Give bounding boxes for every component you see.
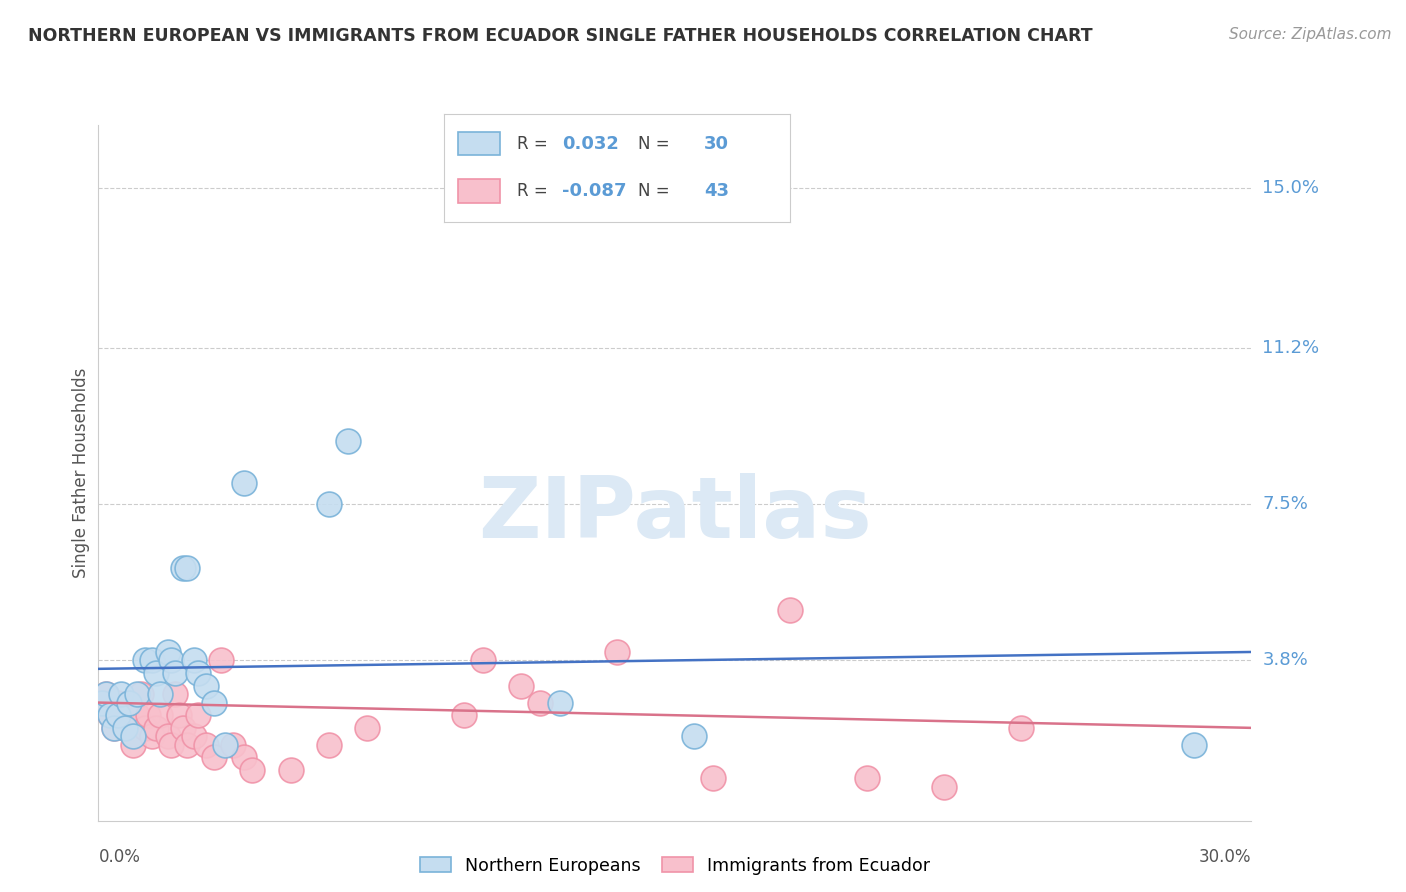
- Text: 3.8%: 3.8%: [1263, 651, 1308, 669]
- Point: [702, 772, 724, 786]
- Point: [160, 653, 183, 667]
- Point: [91, 696, 114, 710]
- Point: [683, 729, 706, 743]
- Point: [94, 687, 117, 701]
- Point: [183, 729, 205, 743]
- Point: [167, 708, 190, 723]
- Point: [145, 721, 167, 735]
- Point: [107, 696, 129, 710]
- Point: [233, 750, 256, 764]
- Point: [233, 476, 256, 491]
- Text: 15.0%: 15.0%: [1263, 179, 1319, 197]
- Point: [209, 653, 232, 667]
- Point: [134, 721, 156, 735]
- Point: [356, 721, 378, 735]
- Point: [103, 721, 125, 735]
- Point: [187, 708, 209, 723]
- Point: [187, 666, 209, 681]
- Point: [202, 696, 225, 710]
- Point: [122, 729, 145, 743]
- Point: [141, 653, 163, 667]
- Point: [107, 708, 129, 723]
- Text: NORTHERN EUROPEAN VS IMMIGRANTS FROM ECUADOR SINGLE FATHER HOUSEHOLDS CORRELATIO: NORTHERN EUROPEAN VS IMMIGRANTS FROM ECU…: [28, 27, 1092, 45]
- Point: [118, 696, 141, 710]
- Text: 0.0%: 0.0%: [98, 848, 141, 866]
- Point: [280, 763, 302, 777]
- Point: [172, 721, 194, 735]
- Text: 7.5%: 7.5%: [1263, 495, 1309, 514]
- Point: [141, 729, 163, 743]
- Point: [214, 738, 236, 752]
- Point: [202, 750, 225, 764]
- Point: [172, 560, 194, 574]
- Point: [110, 708, 132, 723]
- Point: [94, 687, 117, 701]
- Point: [160, 738, 183, 752]
- Point: [453, 708, 475, 723]
- Point: [529, 696, 551, 710]
- Point: [856, 772, 879, 786]
- Point: [156, 645, 179, 659]
- Point: [138, 708, 160, 723]
- Point: [129, 687, 152, 701]
- Point: [510, 679, 533, 693]
- Point: [222, 738, 245, 752]
- Point: [240, 763, 263, 777]
- Text: 11.2%: 11.2%: [1263, 339, 1320, 358]
- Point: [176, 738, 198, 752]
- Point: [149, 687, 172, 701]
- Point: [98, 708, 121, 723]
- Point: [606, 645, 628, 659]
- Point: [118, 696, 141, 710]
- Point: [548, 696, 571, 710]
- Point: [337, 434, 360, 449]
- Point: [779, 603, 801, 617]
- Point: [471, 653, 494, 667]
- Point: [110, 687, 132, 701]
- Point: [156, 729, 179, 743]
- Point: [91, 696, 114, 710]
- Y-axis label: Single Father Households: Single Father Households: [72, 368, 90, 578]
- Point: [1010, 721, 1032, 735]
- Point: [125, 687, 148, 701]
- Point: [145, 666, 167, 681]
- Point: [318, 497, 340, 511]
- Point: [195, 679, 218, 693]
- Point: [165, 687, 187, 701]
- Point: [165, 666, 187, 681]
- Point: [98, 708, 121, 723]
- Point: [149, 708, 172, 723]
- Point: [932, 780, 955, 794]
- Text: 30.0%: 30.0%: [1199, 848, 1251, 866]
- Legend: Northern Europeans, Immigrants from Ecuador: Northern Europeans, Immigrants from Ecua…: [413, 850, 936, 881]
- Point: [114, 721, 136, 735]
- Point: [122, 738, 145, 752]
- Point: [318, 738, 340, 752]
- Point: [125, 708, 148, 723]
- Point: [114, 721, 136, 735]
- Point: [176, 560, 198, 574]
- Point: [103, 721, 125, 735]
- Text: ZIPatlas: ZIPatlas: [478, 473, 872, 556]
- Point: [1182, 738, 1205, 752]
- Point: [183, 653, 205, 667]
- Point: [195, 738, 218, 752]
- Point: [134, 653, 156, 667]
- Text: Source: ZipAtlas.com: Source: ZipAtlas.com: [1229, 27, 1392, 42]
